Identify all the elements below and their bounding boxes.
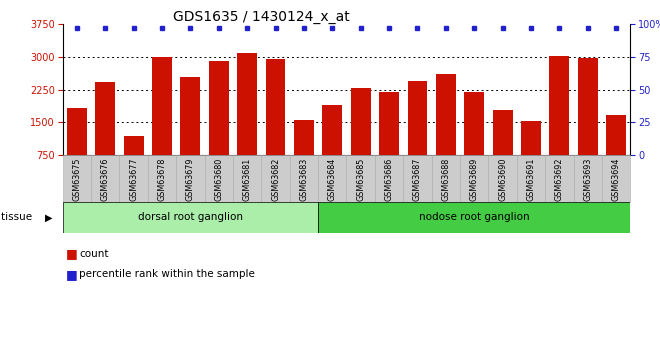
Text: GSM63677: GSM63677 [129, 158, 138, 201]
Text: dorsal root ganglion: dorsal root ganglion [138, 213, 243, 222]
Bar [346, 155, 375, 202]
Text: GSM63680: GSM63680 [214, 158, 223, 201]
Bar [237, 53, 257, 155]
Text: GSM63693: GSM63693 [583, 158, 592, 201]
Text: ■: ■ [66, 247, 78, 260]
Text: GSM63676: GSM63676 [101, 158, 110, 201]
Bar [460, 155, 488, 202]
Bar [375, 155, 403, 202]
Bar [602, 155, 630, 202]
Text: ■: ■ [66, 268, 78, 281]
Bar [432, 155, 460, 202]
Bar [322, 105, 343, 155]
Bar [318, 155, 346, 202]
Text: GSM63694: GSM63694 [612, 158, 620, 201]
Text: ▶: ▶ [45, 213, 52, 222]
Text: GSM63690: GSM63690 [498, 158, 507, 201]
Bar [488, 155, 517, 202]
Bar [436, 75, 456, 155]
Bar [67, 108, 87, 155]
Bar [209, 61, 229, 155]
Bar [464, 92, 484, 155]
Bar [123, 136, 144, 155]
Bar [578, 58, 598, 155]
Bar [233, 155, 261, 202]
Bar [176, 155, 205, 202]
Text: nodose root ganglion: nodose root ganglion [419, 213, 529, 222]
Text: tissue: tissue [1, 213, 35, 222]
Bar [148, 155, 176, 202]
Bar [91, 155, 119, 202]
Text: GSM63683: GSM63683 [300, 158, 308, 201]
Text: GDS1635 / 1430124_x_at: GDS1635 / 1430124_x_at [173, 10, 350, 24]
Text: GSM63685: GSM63685 [356, 158, 365, 201]
Bar [294, 120, 314, 155]
Text: GSM63688: GSM63688 [442, 158, 450, 201]
Bar [63, 155, 91, 202]
Bar [265, 59, 286, 155]
Text: GSM63684: GSM63684 [328, 158, 337, 201]
Bar [407, 81, 428, 155]
Bar [606, 115, 626, 155]
Bar [63, 202, 318, 233]
Text: GSM63692: GSM63692 [555, 158, 564, 201]
Bar [350, 88, 371, 155]
Text: GSM63689: GSM63689 [470, 158, 478, 201]
Text: GSM63682: GSM63682 [271, 158, 280, 201]
Text: GSM63687: GSM63687 [413, 158, 422, 201]
Text: GSM63686: GSM63686 [385, 158, 393, 201]
Bar [517, 155, 545, 202]
Bar [152, 57, 172, 155]
Bar [403, 155, 432, 202]
Bar [492, 110, 513, 155]
Bar [95, 82, 116, 155]
Bar [119, 155, 148, 202]
Text: GSM63679: GSM63679 [186, 158, 195, 201]
Bar [261, 155, 290, 202]
Bar [549, 56, 570, 155]
Text: GSM63681: GSM63681 [243, 158, 251, 201]
Bar [290, 155, 318, 202]
Text: GSM63675: GSM63675 [73, 158, 81, 201]
Text: percentile rank within the sample: percentile rank within the sample [79, 269, 255, 279]
Bar [180, 77, 201, 155]
Bar [379, 92, 399, 155]
Bar [318, 202, 630, 233]
Bar [521, 121, 541, 155]
Bar [205, 155, 233, 202]
Text: GSM63678: GSM63678 [158, 158, 166, 201]
Text: GSM63691: GSM63691 [527, 158, 535, 201]
Bar [545, 155, 574, 202]
Text: count: count [79, 249, 109, 258]
Bar [574, 155, 602, 202]
